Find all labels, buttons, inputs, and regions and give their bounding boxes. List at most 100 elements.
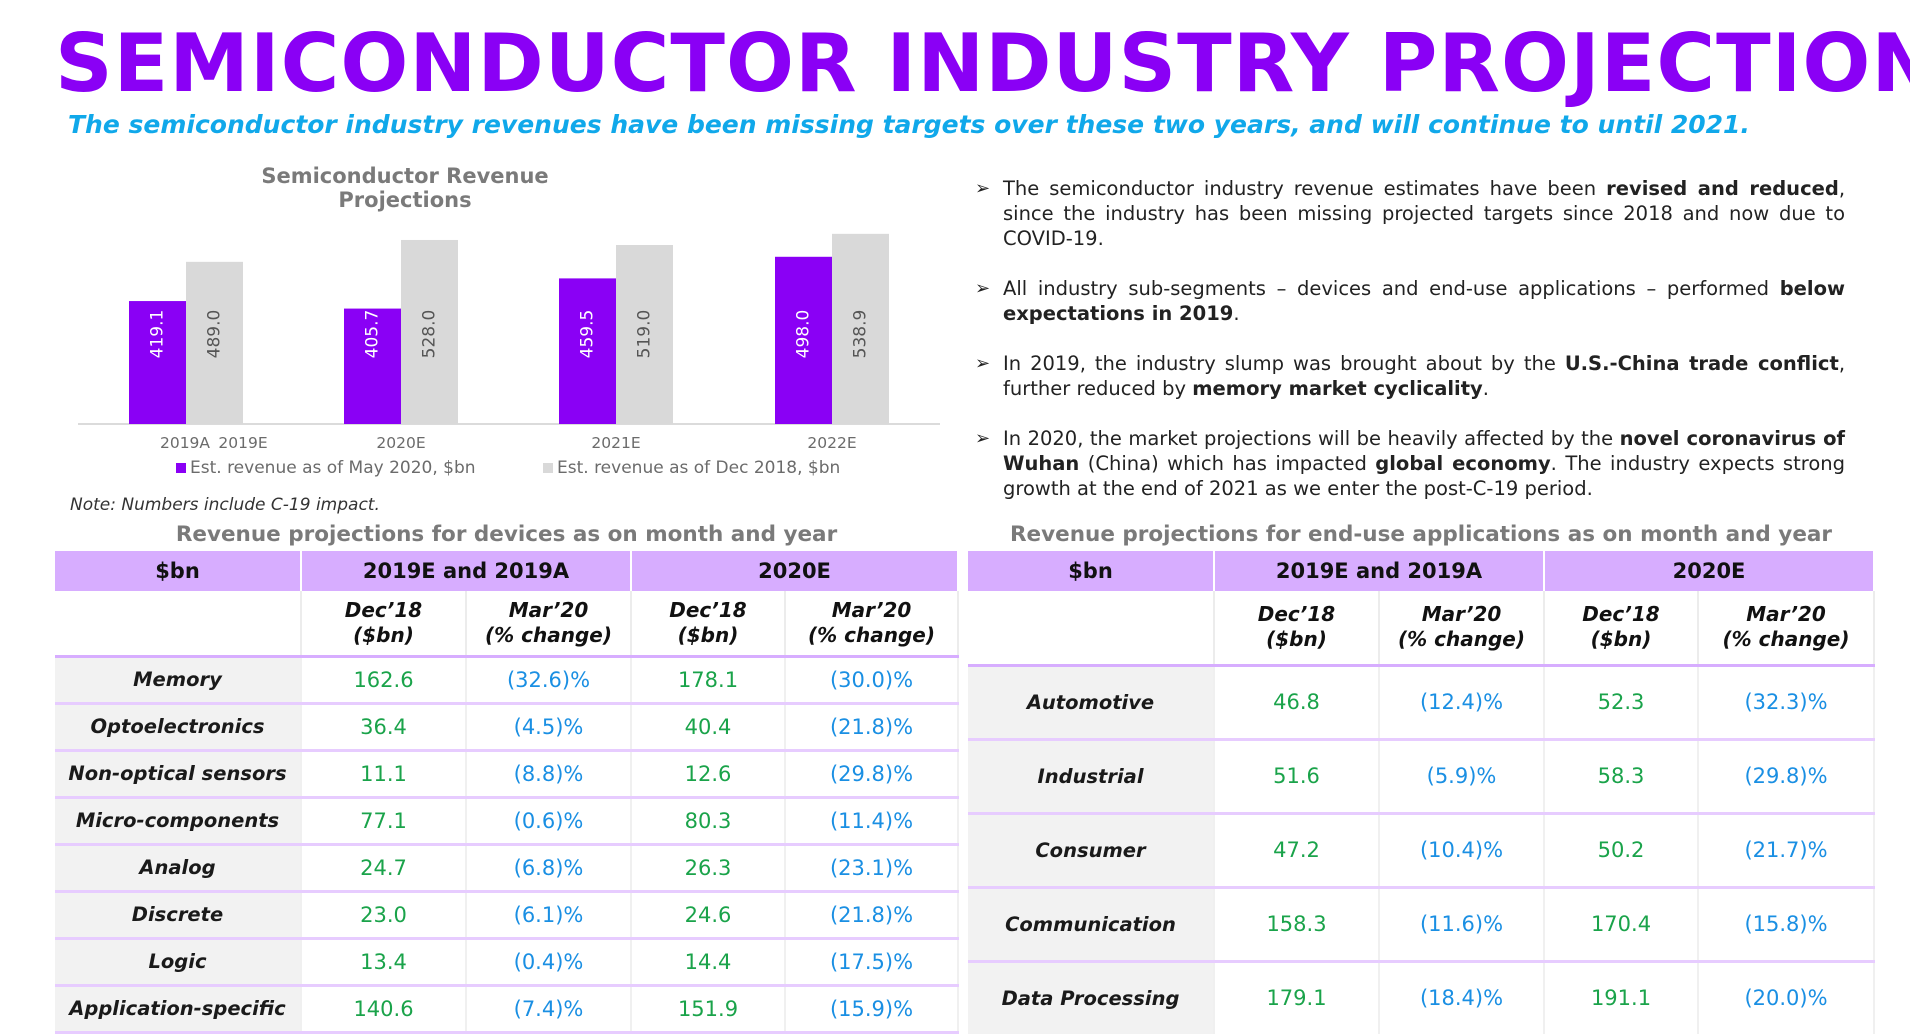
row-label: Micro-components <box>55 797 302 846</box>
header-subcolumn: Mar’20 (% change) <box>785 591 960 658</box>
bullet-list: ➢ The semiconductor industry revenue esti… <box>975 176 1845 526</box>
percent-change-cell: (17.5)% <box>785 938 960 987</box>
x-tick-label: 2021E <box>591 434 640 452</box>
devices-table-title: Revenue projections for devices as on mo… <box>175 522 838 547</box>
bar-value-label: 498.0 <box>794 310 814 359</box>
bullet-emphasis: novel coronavirus of Wuhan <box>1003 427 1845 475</box>
percent-change-cell: (8.8)% <box>466 750 632 799</box>
x-tick-secondary-label: 2019E <box>218 434 267 452</box>
bullet-emphasis: below expectations in 2019 <box>1003 277 1845 325</box>
row-label: Industrial <box>968 739 1215 815</box>
percent-change-cell: (32.3)% <box>1698 665 1876 741</box>
value-bn-cell: 191.1 <box>1544 961 1699 1034</box>
bullet-text: , further reduced by <box>1003 352 1846 400</box>
header-subcolumn-line2: (% change) <box>485 622 612 647</box>
header-group-2019: 2019E and 2019A <box>301 551 632 591</box>
row-label: Data Processing <box>968 961 1215 1034</box>
value-bn-cell: 46.8 <box>1214 665 1380 741</box>
arrow-bullet-icon: ➢ <box>975 278 991 299</box>
bullet-item: ➢ In 2020, the market projections will be… <box>975 426 1845 501</box>
bullet-text: . <box>1482 377 1489 400</box>
value-bn-cell: 51.6 <box>1214 739 1380 815</box>
value-bn-cell: 52.3 <box>1544 665 1699 741</box>
bar-2022E-series0 <box>775 256 832 424</box>
bullet-emphasis: revised and reduced <box>1606 177 1839 200</box>
bullet-text: . <box>1233 302 1240 325</box>
bar-2021E-series1 <box>616 245 673 424</box>
header-subcolumn: Mar’20 (% change) <box>1379 591 1545 667</box>
table-row: Analog 24.7 (6.8)% 26.3 (23.1)% <box>55 844 960 893</box>
value-bn-cell: 11.1 <box>301 750 467 799</box>
chart-title: Semiconductor Revenue Projections <box>261 164 549 212</box>
bar-value-label: 459.5 <box>578 310 598 359</box>
percent-change-cell: (12.4)% <box>1379 665 1545 741</box>
value-bn-cell: 58.3 <box>1544 739 1699 815</box>
percent-change-cell: (7.4)% <box>466 985 632 1034</box>
row-label: Non-optical sensors <box>55 750 302 799</box>
bullet-text: (China) which has impacted <box>1079 452 1376 475</box>
header-group-2019: 2019E and 2019A <box>1214 551 1545 591</box>
bullet-text: The semiconductor industry revenue estim… <box>1003 177 1607 200</box>
header-subcolumn-line2: (% change) <box>808 622 935 647</box>
table-row: Non-optical sensors 11.1 (8.8)% 12.6 (29.8)% <box>55 750 960 799</box>
header-unit: $bn <box>55 551 302 591</box>
value-bn-cell: 178.1 <box>631 656 786 705</box>
percent-change-cell: (18.4)% <box>1379 961 1545 1034</box>
value-bn-cell: 162.6 <box>301 656 467 705</box>
header-subcolumn-line2: ($bn) <box>677 622 739 647</box>
bullet-emphasis: U.S.-China trade conflict <box>1564 352 1839 375</box>
x-tick-label: 2020E <box>376 434 425 452</box>
value-bn-cell: 158.3 <box>1214 887 1380 963</box>
header-subcolumn-line2: ($bn) <box>1266 627 1327 652</box>
row-label: Optoelectronics <box>55 703 302 752</box>
value-bn-cell: 47.2 <box>1214 813 1380 889</box>
legend-label-may-2020: Est. revenue as of May 2020, $bn <box>190 458 476 478</box>
bullet-emphasis: global economy <box>1375 452 1551 475</box>
bullet-text: , since the industry has been missing pr… <box>1003 177 1846 250</box>
arrow-bullet-icon: ➢ <box>975 428 991 449</box>
bullet-item: ➢ The semiconductor industry revenue esti… <box>975 176 1845 251</box>
value-bn-cell: 12.6 <box>631 750 786 799</box>
table-row: Communication 158.3 (11.6)% 170.4 (15.8)% <box>968 887 1876 963</box>
value-bn-cell: 77.1 <box>301 797 467 846</box>
table-row: Optoelectronics 36.4 (4.5)% 40.4 (21.8)% <box>55 703 960 752</box>
header-group-2020: 2020E <box>1544 551 1876 591</box>
percent-change-cell: (29.8)% <box>785 750 960 799</box>
value-bn-cell: 24.7 <box>301 844 467 893</box>
header-blank <box>968 591 1215 667</box>
table-row: Consumer 47.2 (10.4)% 50.2 (21.7)% <box>968 813 1876 889</box>
table-row: Data Processing 179.1 (18.4)% 191.1 (20.0)% <box>968 961 1876 1034</box>
header-subcolumn-line2: ($bn) <box>353 622 414 647</box>
header-subcolumn-line1: Dec’18 <box>344 597 423 622</box>
value-bn-cell: 36.4 <box>301 703 467 752</box>
bar-2020E-series0 <box>344 308 401 424</box>
page-subtitle: The semiconductor industry revenues have… <box>68 110 1750 139</box>
table-row: Discrete 23.0 (6.1)% 24.6 (21.8)% <box>55 891 960 940</box>
bullet-item: ➢ All industry sub-segments – devices and… <box>975 276 1845 326</box>
header-subcolumn-line1: Mar’20 <box>508 597 589 622</box>
header-unit: $bn <box>968 551 1215 591</box>
percent-change-cell: (15.9)% <box>785 985 960 1034</box>
value-bn-cell: 14.4 <box>631 938 786 987</box>
row-label: Communication <box>968 887 1215 963</box>
arrow-bullet-icon: ➢ <box>975 178 991 199</box>
header-subcolumn-line1: Dec’18 <box>1582 602 1660 627</box>
value-bn-cell: 23.0 <box>301 891 467 940</box>
applications-table-title: Revenue projections for end-use applicat… <box>1009 522 1833 547</box>
applications-table: $bn 2019E and 2019A 2020E Dec’18 ($bn) Mar… <box>968 551 1876 1034</box>
percent-change-cell: (11.4)% <box>785 797 960 846</box>
value-bn-cell: 13.4 <box>301 938 467 987</box>
value-bn-cell: 170.4 <box>1544 887 1699 963</box>
value-bn-cell: 151.9 <box>631 985 786 1034</box>
percent-change-cell: (0.4)% <box>466 938 632 987</box>
percent-change-cell: (4.5)% <box>466 703 632 752</box>
percent-change-cell: (10.4)% <box>1379 813 1545 889</box>
percent-change-cell: (20.0)% <box>1698 961 1876 1034</box>
percent-change-cell: (32.6)% <box>466 656 632 705</box>
chart-note: Note: Numbers include C-19 impact. <box>70 495 380 515</box>
row-label: Logic <box>55 938 302 987</box>
header-subcolumn-line1: Mar’20 <box>1421 602 1502 627</box>
bar-2019A-series0 <box>129 301 186 424</box>
bullet-text: . The industry expects strong growth at … <box>1003 452 1845 500</box>
percent-change-cell: (30.0)% <box>785 656 960 705</box>
